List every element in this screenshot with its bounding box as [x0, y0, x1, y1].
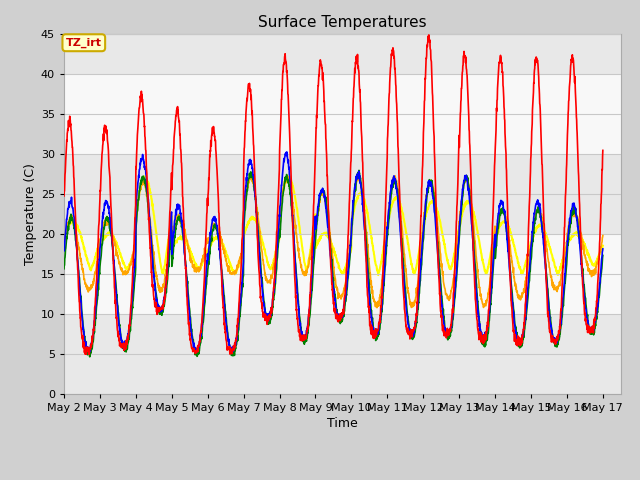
- Bar: [64, 154, 621, 234]
- Bar: [64, 313, 621, 394]
- Bar: [64, 234, 621, 313]
- Title: Surface Temperatures: Surface Temperatures: [258, 15, 427, 30]
- Bar: [64, 0, 621, 73]
- Bar: [64, 73, 621, 154]
- X-axis label: Time: Time: [327, 417, 358, 430]
- Y-axis label: Temperature (C): Temperature (C): [24, 163, 36, 264]
- Legend: IRT Ground, IRT Canopy, Floor Tair, Tower TAir, TsoilD_2cm: IRT Ground, IRT Canopy, Floor Tair, Towe…: [104, 476, 581, 480]
- Text: TZ_irt: TZ_irt: [66, 37, 102, 48]
